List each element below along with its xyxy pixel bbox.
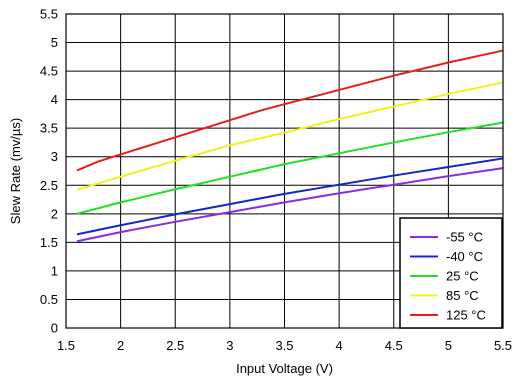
plot-frame [65, 13, 504, 329]
x-tick-label: 2.5 [166, 338, 184, 353]
grid [66, 14, 503, 328]
y-tick-label: 2.5 [40, 178, 58, 193]
series-line-3 [76, 81, 504, 191]
y-tick-label: 4 [51, 92, 58, 107]
y-tick-label: 3.5 [40, 121, 58, 136]
legend: -55 °C -40 °C 25 °C 85 °C 125 °C [399, 217, 503, 329]
y-tick-label: 5.5 [40, 7, 58, 22]
legend-label: -55 °C [446, 230, 483, 245]
x-tick-label: 3 [226, 338, 233, 353]
x-tick-label: 5 [445, 338, 452, 353]
series-line-4 [76, 49, 504, 172]
y-tick-label: 0.5 [40, 292, 58, 307]
x-tick-label: 4 [336, 338, 343, 353]
legend-label: 25 °C [446, 269, 479, 284]
y-tick-label: 0 [51, 321, 58, 336]
y-tick-label: 5 [51, 35, 58, 50]
legend-label: 85 °C [446, 288, 479, 303]
y-tick-label: 1.5 [40, 235, 58, 250]
legend-label: -40 °C [446, 249, 483, 264]
legend-label: 125 °C [446, 308, 486, 323]
x-tick-label: 1.5 [57, 338, 75, 353]
x-tick-label: 3.5 [275, 338, 293, 353]
y-tick-label: 1 [51, 263, 58, 278]
series-line-2 [76, 121, 504, 215]
series-line-1 [76, 157, 504, 236]
x-tick-label: 5.5 [494, 338, 512, 353]
series-line-0 [76, 167, 504, 243]
y-axis-title: Slew Rate (mv/µs) [8, 118, 23, 224]
x-axis-title: Input Voltage (V) [236, 361, 333, 376]
y-tick-label: 3 [51, 149, 58, 164]
y-tick-label: 4.5 [40, 64, 58, 79]
x-axis-ticks: 1.5 2 2.5 3 3.5 4 4.5 5 5.5 [57, 338, 512, 353]
series-lines [76, 49, 504, 243]
x-tick-label: 4.5 [385, 338, 403, 353]
y-tick-label: 2 [51, 206, 58, 221]
y-axis-ticks: 0 0.5 1 1.5 2 2.5 3 3.5 4 4.5 5 5.5 [40, 7, 58, 336]
x-tick-label: 2 [117, 338, 124, 353]
